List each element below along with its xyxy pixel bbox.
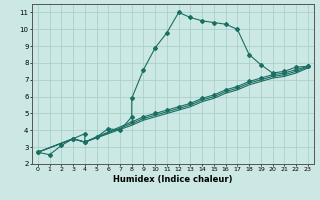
- X-axis label: Humidex (Indice chaleur): Humidex (Indice chaleur): [113, 175, 233, 184]
